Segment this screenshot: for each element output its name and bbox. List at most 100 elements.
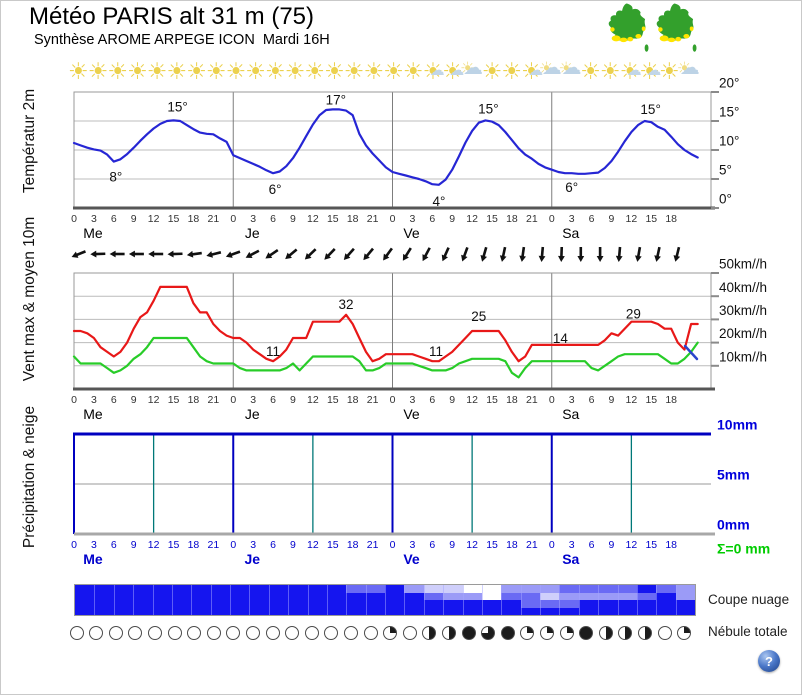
cloud-cell <box>675 585 695 593</box>
arrow-shaft <box>249 249 260 257</box>
wind-direction-arrow <box>167 250 183 258</box>
cloud-cell <box>230 592 250 600</box>
x-tick-label: 9 <box>290 539 296 551</box>
arrow-head <box>324 253 331 260</box>
alert-zone <box>611 35 621 42</box>
cloud-cell <box>636 592 657 600</box>
x-tick-label: 6 <box>270 213 276 225</box>
cloud-cell <box>288 592 308 600</box>
cloud-cell <box>404 607 424 615</box>
x-tick-label: 9 <box>449 394 455 406</box>
cloud-cell <box>133 600 153 608</box>
wind-direction-arrow <box>225 250 241 258</box>
cloud-cell <box>113 585 134 593</box>
wind-direction-arrow <box>519 246 526 262</box>
value-label: 14 <box>553 331 569 346</box>
y-tick-label: 0° <box>719 192 732 207</box>
france-map-1-icon[interactable] <box>605 2 651 54</box>
cloud-cell <box>423 600 444 608</box>
arrow-head <box>90 250 97 258</box>
arrow-shaft <box>365 247 374 258</box>
cloud-cell <box>171 585 192 593</box>
x-tick-label: 21 <box>526 213 538 225</box>
wind-direction-arrow <box>90 250 106 258</box>
arrow-shaft <box>268 249 279 257</box>
x-tick-label: 12 <box>307 539 319 551</box>
cloud-cell <box>191 585 211 593</box>
cloud-cell <box>326 600 347 608</box>
arrow-shaft <box>191 251 202 256</box>
value-label: 4° <box>432 194 445 209</box>
day-label: Ve <box>403 406 420 422</box>
cloud-cell <box>249 607 269 615</box>
x-tick-label: 18 <box>188 213 200 225</box>
x-tick-label: 9 <box>609 394 615 406</box>
page-title: Météo PARIS alt 31 m (75) <box>29 3 314 30</box>
day-label: Je <box>245 225 260 241</box>
sun-icon: ☀ <box>87 58 109 84</box>
cloud-cell <box>385 585 405 593</box>
x-tick-label: 6 <box>429 213 435 225</box>
x-tick-label: 12 <box>626 213 638 225</box>
nebulosity-pie <box>559 626 574 640</box>
arrow-shaft <box>482 246 488 258</box>
sun-icon: ☀ <box>481 58 503 84</box>
cloud-cell <box>249 592 269 600</box>
value-label: 15° <box>640 102 660 117</box>
cloud-cell <box>75 607 95 615</box>
value-label: 15° <box>478 101 498 116</box>
help-icon[interactable]: ? <box>758 650 780 672</box>
wind-direction-arrow <box>673 246 681 262</box>
alert-zone <box>619 37 628 43</box>
x-tick-label: 12 <box>148 539 160 551</box>
cloud-cell <box>520 600 540 608</box>
nebulosity-pie <box>461 626 476 640</box>
nebulosity-pie <box>618 626 633 640</box>
cloud-cell <box>578 607 599 615</box>
cloud-cell <box>268 607 289 615</box>
x-tick-label: 9 <box>290 394 296 406</box>
wind-direction-arrow <box>109 250 125 258</box>
cloud-cell <box>675 592 695 600</box>
arrow-head <box>480 254 488 262</box>
cloud-cell <box>210 607 230 615</box>
arrow-head <box>538 255 546 262</box>
nebulosity-pie <box>245 626 260 640</box>
nebulosity-pie <box>539 626 554 640</box>
arrow-head <box>128 250 135 258</box>
x-tick-label: 18 <box>665 213 677 225</box>
y-tick-label: 5° <box>719 163 732 178</box>
x-tick-label: 15 <box>486 394 498 406</box>
nebulosity-pie <box>579 626 594 640</box>
cloud-cell <box>656 607 676 615</box>
y-tick-label: 40km//h <box>719 280 767 295</box>
arrow-head <box>148 250 155 258</box>
cloud-cell <box>268 585 289 593</box>
nebulosity-pie <box>206 626 221 640</box>
cloud-cell <box>443 592 463 600</box>
arrow-head <box>635 255 642 262</box>
x-tick-label: 9 <box>131 539 137 551</box>
arrow-head <box>461 254 468 262</box>
alert-zone <box>667 37 676 43</box>
day-label: Me <box>83 406 103 422</box>
cloud-cell <box>133 592 153 600</box>
wind-direction-arrow <box>461 246 469 262</box>
wind-direction-arrow <box>71 250 86 258</box>
arrow-head <box>577 256 585 262</box>
sun-icon: ☀ <box>127 58 148 84</box>
cloud-cell <box>578 592 599 600</box>
france-map-2-icon[interactable] <box>653 2 699 54</box>
alert-zone <box>675 36 682 42</box>
nebulosity-pie <box>402 626 417 640</box>
sun-icon: ☀ <box>225 58 247 84</box>
page-subtitle: Synthèse AROME ARPEGE ICON Mardi 16H <box>34 32 330 48</box>
series-vent-moyen <box>72 336 699 379</box>
y-tick-label: 5mm <box>717 467 750 483</box>
cloud-cell <box>230 585 250 593</box>
cloud-cell <box>598 600 618 608</box>
cloud-cell <box>75 592 95 600</box>
y-tick-label: 20km//h <box>719 326 767 341</box>
cloud-cell <box>346 585 366 593</box>
cloud-cell <box>326 585 347 593</box>
